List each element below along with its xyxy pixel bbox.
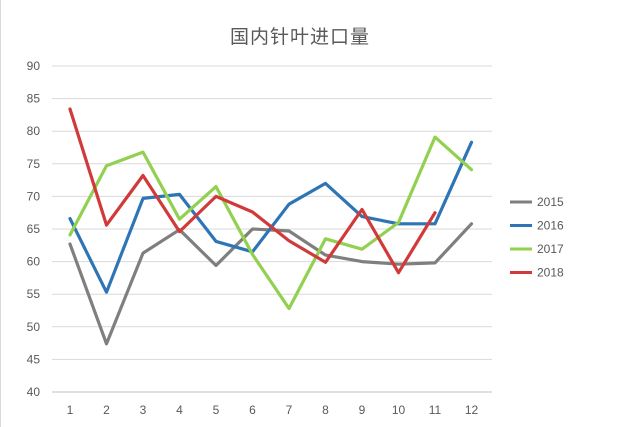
y-tick-label-50: 50 [27, 320, 41, 334]
x-tick-label-4: 4 [176, 403, 183, 417]
x-tick-label-7: 7 [286, 403, 293, 417]
y-tick-label-80: 80 [27, 124, 41, 138]
legend-label-2015: 2015 [537, 195, 564, 209]
x-tick-label-10: 10 [392, 403, 406, 417]
x-tick-label-8: 8 [322, 403, 329, 417]
series-line-2018 [68, 107, 437, 275]
x-tick-label-12: 12 [465, 403, 479, 417]
y-tick-label-90: 90 [27, 59, 41, 73]
y-tick-label-70: 70 [27, 189, 41, 203]
y-tick-label-85: 85 [27, 92, 41, 106]
legend-label-2017: 2017 [537, 242, 564, 256]
y-tick-label-75: 75 [27, 157, 41, 171]
legend-label-2016: 2016 [537, 219, 564, 233]
y-tick-label-40: 40 [27, 385, 41, 399]
x-tick-label-1: 1 [67, 403, 74, 417]
x-tick-label-11: 11 [429, 403, 442, 417]
series-line-2016 [68, 140, 474, 294]
x-axis-tick-labels: 1 2 3 4 5 6 7 8 9 10 11 12 [67, 403, 479, 417]
chart-title: 国内针叶进口量 [229, 26, 370, 48]
series-lines [68, 107, 474, 346]
y-tick-label-45: 45 [27, 352, 41, 366]
y-tick-label-60: 60 [27, 255, 41, 269]
x-tick-label-3: 3 [140, 403, 147, 417]
x-tick-label-2: 2 [103, 403, 110, 417]
frame-left-edge [0, 0, 1, 427]
y-tick-label-65: 65 [27, 222, 41, 236]
y-tick-label-55: 55 [27, 287, 41, 301]
legend-label-2018: 2018 [537, 266, 564, 280]
legend: 2015 2016 2017 2018 [510, 195, 564, 280]
x-tick-label-9: 9 [359, 403, 366, 417]
x-tick-label-6: 6 [249, 403, 256, 417]
series-line-2017 [68, 135, 474, 311]
x-tick-label-5: 5 [213, 403, 220, 417]
y-axis-tick-labels: 40 45 50 55 60 65 70 75 80 85 90 [27, 59, 41, 399]
